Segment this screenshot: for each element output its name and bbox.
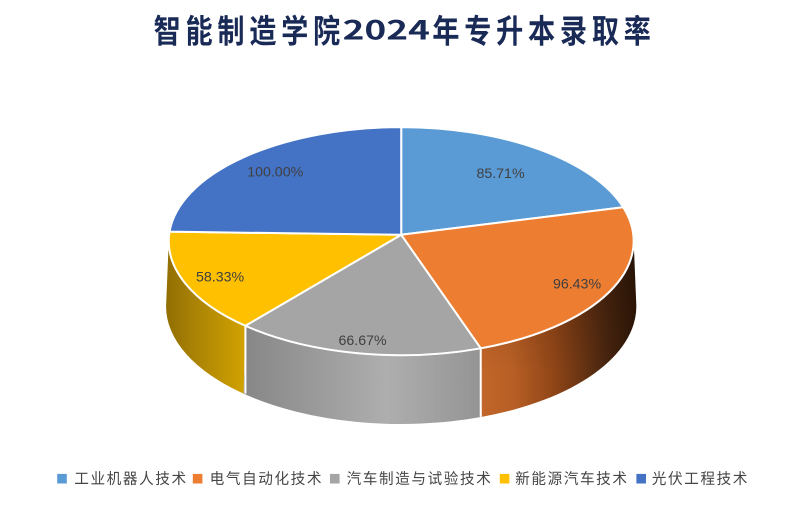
svg-text:100.00%: 100.00% xyxy=(247,165,303,181)
svg-text:66.67%: 66.67% xyxy=(339,333,388,349)
svg-text:96.43%: 96.43% xyxy=(553,277,602,293)
svg-text:58.33%: 58.33% xyxy=(196,269,245,285)
svg-text:85.71%: 85.71% xyxy=(476,166,525,182)
